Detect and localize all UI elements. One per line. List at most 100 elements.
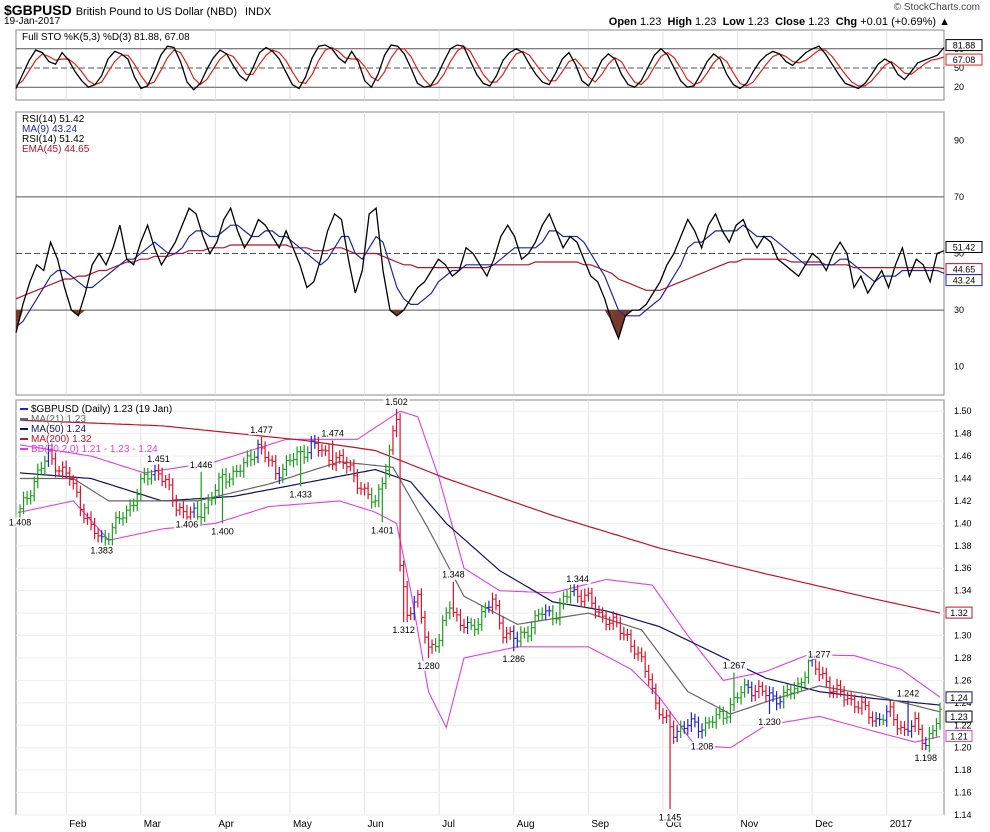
price-legend-entry: MA(200) 1.32 bbox=[31, 434, 92, 445]
price-y-tick-label: 1.20 bbox=[954, 743, 972, 753]
x-tick-label: May bbox=[293, 819, 312, 830]
sto-legend-entry: Full STO %K(5,3) %D(3) 81.88, 67.08 bbox=[22, 32, 190, 43]
annotation-bg bbox=[369, 525, 396, 536]
annotation-bg bbox=[415, 660, 442, 671]
price-y-tick-label: 1.16 bbox=[954, 788, 972, 798]
price-annotation: 1.451 bbox=[147, 454, 170, 464]
x-tick-label: Apr bbox=[218, 819, 234, 830]
annotation-bg bbox=[209, 526, 236, 537]
price-legend-entry: BB(20,2.0) 1.21 - 1.23 - 1.24 bbox=[31, 444, 158, 455]
sto-last-d-label-box bbox=[945, 53, 983, 66]
price-y-tick-label: 1.40 bbox=[954, 518, 972, 528]
rsi-ema-last-label: 44.65 bbox=[953, 265, 976, 275]
rsi-y-tick-label: 90 bbox=[954, 135, 964, 145]
price-legend-entry: $GBPUSD (Daily) 1.23 (19 Jan) bbox=[31, 404, 172, 415]
price-annotation: 1.344 bbox=[566, 574, 589, 584]
price-y-tick-label: 1.36 bbox=[954, 563, 972, 573]
exchange: INDX bbox=[244, 6, 272, 18]
rsi-legend-entry: RSI(14) 51.42 bbox=[22, 134, 85, 145]
quote-summary: Open 1.23 High 1.23 Low 1.23 Close 1.23 … bbox=[609, 16, 950, 28]
chart-header: $GBPUSD British Pound to US Dollar (NBD) … bbox=[0, 0, 990, 28]
annotation-bg bbox=[689, 741, 716, 752]
rsi-last-label: 51.42 bbox=[953, 242, 976, 252]
price-y-tick-label: 1.14 bbox=[954, 810, 972, 820]
rsi-line bbox=[15, 206, 945, 341]
annotation-bg bbox=[806, 649, 833, 660]
x-tick-label: Feb bbox=[69, 819, 87, 830]
price-annotation: 1.433 bbox=[289, 489, 312, 499]
rsi-y-tick-label: 30 bbox=[954, 305, 964, 315]
price-y-tick-label: 1.26 bbox=[954, 675, 972, 685]
bb-lower-line bbox=[19, 500, 941, 749]
annotation-bg bbox=[287, 489, 314, 500]
sto-last-k-label-box bbox=[945, 39, 983, 52]
price-last-label: 1.23 bbox=[950, 712, 968, 722]
stockcharts-logo: © StockCharts.com bbox=[893, 2, 980, 13]
instrument-name: British Pound to US Dollar (NBD) bbox=[75, 6, 238, 18]
rsi-ema-line bbox=[15, 244, 945, 300]
price-annotation: 1.230 bbox=[758, 717, 781, 727]
price-y-tick-label: 1.50 bbox=[954, 406, 972, 416]
annotation-bg bbox=[173, 519, 200, 530]
price-annotation: 1.477 bbox=[250, 425, 273, 435]
annotation-bg bbox=[390, 625, 417, 636]
price-y-tick-label: 1.48 bbox=[954, 429, 972, 439]
annotation-bg bbox=[756, 717, 783, 728]
ma50-line bbox=[19, 468, 941, 706]
price-annotation: 1.474 bbox=[321, 428, 344, 438]
annotation-bg bbox=[188, 459, 215, 470]
x-tick-label: 2017 bbox=[890, 819, 913, 830]
annotation-bg bbox=[440, 569, 467, 580]
ma200-line bbox=[19, 419, 941, 614]
x-tick-label: Nov bbox=[741, 819, 759, 830]
x-tick-label: Dec bbox=[815, 819, 833, 830]
rsi-y-tick-label: 50 bbox=[954, 249, 964, 259]
price-y-tick-label: 1.38 bbox=[954, 541, 972, 551]
x-tick-label: Jul bbox=[442, 819, 455, 830]
price-last-box bbox=[945, 710, 973, 723]
low-value: 1.23 bbox=[747, 16, 770, 28]
price-annotation: 1.286 bbox=[502, 654, 525, 664]
sto-y-tick-label: 50 bbox=[954, 63, 964, 73]
rsi-oversold-fill bbox=[604, 310, 612, 322]
annotation-bg bbox=[248, 425, 275, 436]
close-value: 1.23 bbox=[808, 16, 830, 28]
annotation-bg bbox=[720, 660, 747, 671]
close-label: Close bbox=[775, 16, 806, 28]
rsi-legend-entry: EMA(45) 44.65 bbox=[22, 144, 90, 155]
price-last-box bbox=[945, 606, 973, 619]
annotation-bg bbox=[145, 454, 172, 465]
price-last-box bbox=[945, 729, 973, 742]
bb-upper-line bbox=[19, 410, 941, 698]
price-y-tick-label: 1.34 bbox=[954, 586, 972, 596]
annotation-bg bbox=[500, 654, 527, 665]
price-y-tick-label: 1.42 bbox=[954, 496, 972, 506]
price-last-box bbox=[945, 691, 973, 704]
price-y-tick-label: 1.18 bbox=[954, 765, 972, 775]
annotation-bg bbox=[7, 517, 33, 528]
symbol-title: $GBPUSD British Pound to US Dollar (NBD) … bbox=[4, 2, 271, 18]
sto-y-tick-label: 20 bbox=[954, 82, 964, 92]
symbol: $GBPUSD bbox=[4, 2, 72, 18]
x-tick-label: Sep bbox=[591, 819, 609, 830]
price-annotation: 1.502 bbox=[385, 397, 408, 407]
price-y-tick-label: 1.30 bbox=[954, 631, 972, 641]
open-label: Open bbox=[608, 16, 637, 28]
rsi-legend-entry: RSI(14) 51.42 bbox=[22, 114, 85, 125]
chart-date: 19-Jan-2017 bbox=[4, 16, 61, 27]
rsi-last-label-box bbox=[945, 240, 983, 253]
price-legend-entry: MA(21) 1.23 bbox=[31, 414, 86, 425]
annotation-bg bbox=[895, 688, 922, 699]
x-tick-label: Oct bbox=[666, 819, 682, 830]
rsi-ma-last-label: 43.24 bbox=[953, 276, 976, 286]
low-label: Low bbox=[722, 16, 745, 28]
rsi-legend-entry: MA(9) 43.24 bbox=[22, 124, 77, 135]
rsi-y-tick-label: 70 bbox=[954, 192, 964, 202]
price-annotation: 1.408 bbox=[9, 517, 32, 527]
price-annotation: 1.446 bbox=[190, 460, 213, 470]
annotation-bg bbox=[319, 428, 346, 439]
price-last-label: 1.24 bbox=[950, 693, 968, 703]
open-value: 1.23 bbox=[639, 16, 662, 28]
price-annotation: 1.348 bbox=[442, 570, 465, 580]
price-annotation: 1.198 bbox=[915, 753, 938, 763]
